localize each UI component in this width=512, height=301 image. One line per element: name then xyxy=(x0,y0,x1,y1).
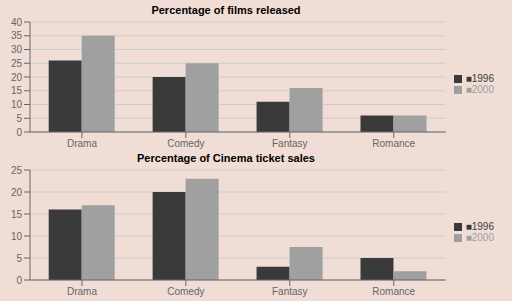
html-text:■1996: ■1996 xyxy=(465,73,494,84)
svg-text:10: 10 xyxy=(11,231,23,242)
svg-text:Comedy: Comedy xyxy=(167,138,204,149)
html-text:Percentage of films released: Percentage of films released xyxy=(151,4,301,16)
svg-text:Fantasy: Fantasy xyxy=(272,286,308,297)
svg-text:20: 20 xyxy=(11,187,23,198)
svg-text:Drama: Drama xyxy=(67,138,97,149)
svg-text:5: 5 xyxy=(16,113,22,124)
html-text:■1996: ■1996 xyxy=(465,221,494,232)
html-text:■2000: ■2000 xyxy=(465,84,494,95)
svg-text:35: 35 xyxy=(11,30,23,41)
svg-text:25: 25 xyxy=(11,166,23,176)
svg-text:5: 5 xyxy=(16,253,22,264)
svg-text:20: 20 xyxy=(11,72,23,83)
svg-text:Romance: Romance xyxy=(372,286,415,297)
svg-text:25: 25 xyxy=(11,58,23,69)
svg-text:10: 10 xyxy=(11,99,23,110)
svg-text:Romance: Romance xyxy=(372,138,415,149)
html-text:■2000: ■2000 xyxy=(465,232,494,243)
svg-text:Comedy: Comedy xyxy=(167,286,204,297)
svg-text:0: 0 xyxy=(16,127,22,138)
svg-text:Drama: Drama xyxy=(67,286,97,297)
svg-text:30: 30 xyxy=(11,44,23,55)
svg-text:15: 15 xyxy=(11,209,23,220)
svg-text:40: 40 xyxy=(11,18,23,28)
svg-text:Fantasy: Fantasy xyxy=(272,138,308,149)
svg-text:15: 15 xyxy=(11,85,23,96)
html-text:Percentage of Cinema ticket sa: Percentage of Cinema ticket sales xyxy=(137,152,315,164)
svg-text:0: 0 xyxy=(16,275,22,286)
